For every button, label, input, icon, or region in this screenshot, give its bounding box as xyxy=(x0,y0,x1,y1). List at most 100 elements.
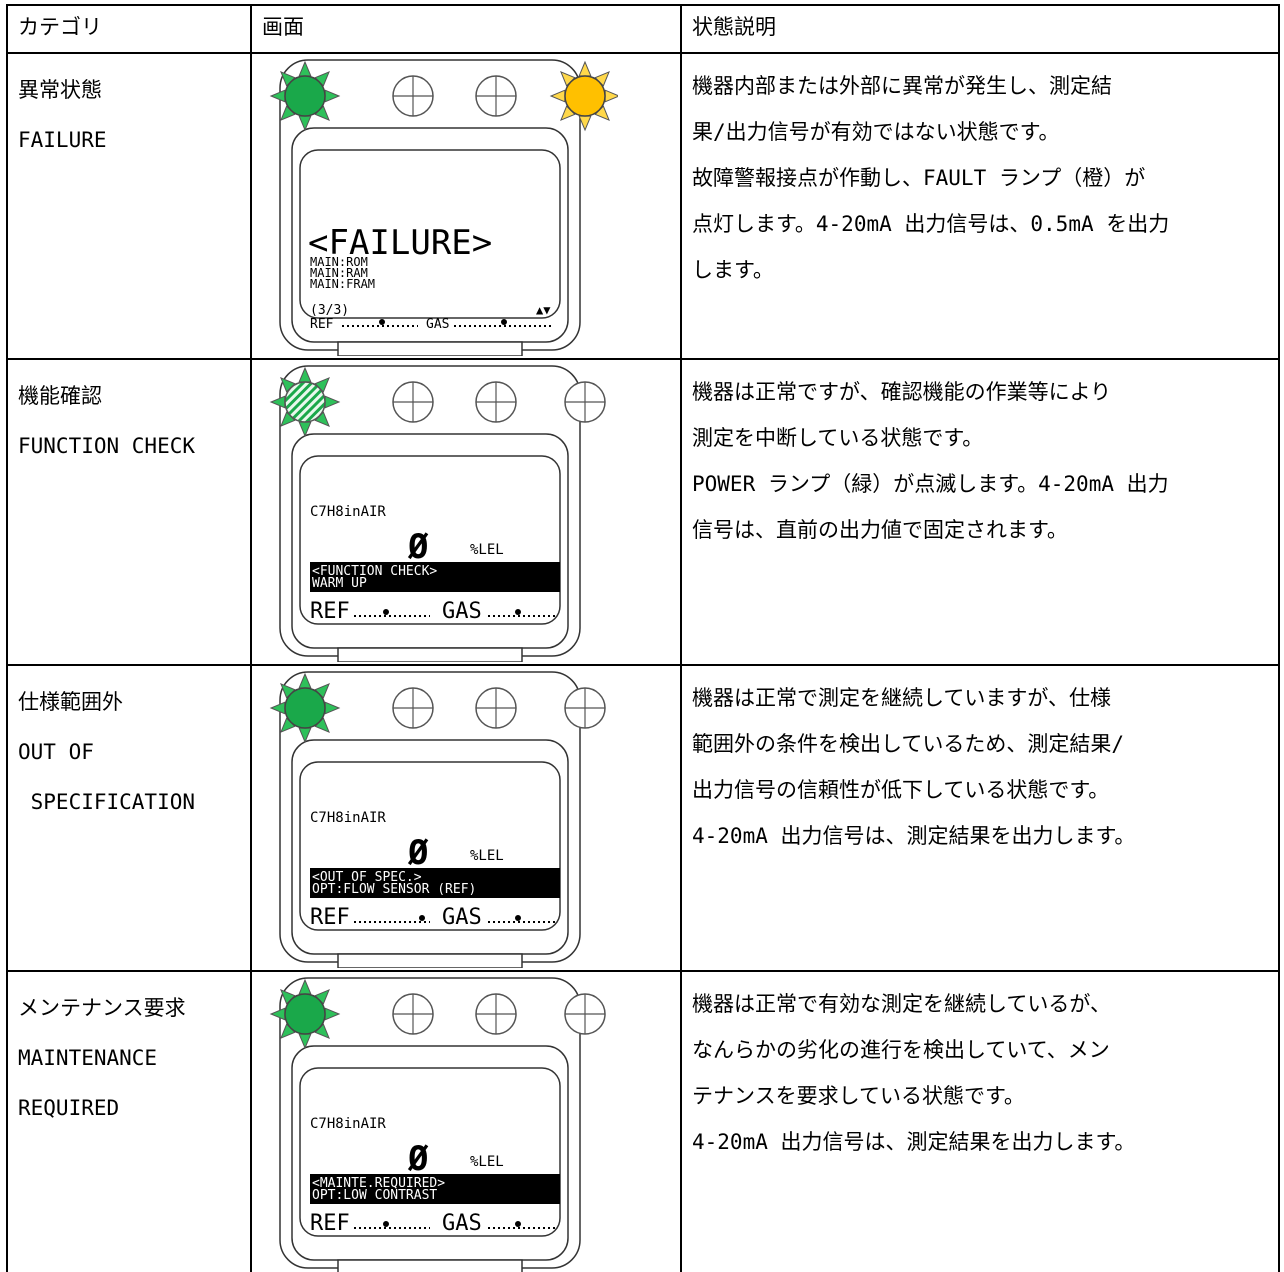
lcd-ref: REF xyxy=(310,599,350,624)
lcd-line: <MAINTE.REQUIRED> xyxy=(312,1176,445,1191)
table-rule xyxy=(680,4,682,1272)
category: REQUIRED xyxy=(18,1096,120,1120)
lcd-unit: %LEL xyxy=(470,542,504,558)
led-ray xyxy=(269,1007,286,1021)
category: OUT OF xyxy=(18,740,94,764)
lcd-gas-name: C7H8inAIR xyxy=(310,810,386,826)
description: 測定を中断している状態です。 xyxy=(692,426,984,450)
led xyxy=(284,687,326,729)
description: 果/出力信号が有効ではない状態です。 xyxy=(692,120,1060,144)
led-ray xyxy=(269,701,286,715)
category: 異常状態 xyxy=(18,78,102,102)
device-foot xyxy=(337,341,523,356)
led xyxy=(284,381,326,423)
device-screen: C7H8inAIR Ø %LEL <FUNCTION CHECK>WARM UP REF… xyxy=(269,365,606,662)
category: 機能確認 xyxy=(18,384,102,408)
table-rule xyxy=(6,52,1280,54)
table-rule xyxy=(6,970,1280,972)
indicator-dot xyxy=(383,609,389,615)
category: メンテナンス要求 xyxy=(18,996,186,1020)
lcd-line: OPT:FLOW SENSOR (REF) xyxy=(312,882,476,897)
description: なんらかの劣化の進行を検出していて、メン xyxy=(692,1038,1110,1062)
lcd-gas: GAS xyxy=(442,905,482,930)
lcd-reading: Ø xyxy=(407,527,429,567)
device-foot xyxy=(337,1259,523,1272)
description: 故障警報接点が作動し、FAULT ランプ（橙）が xyxy=(692,166,1146,190)
lcd-unit: %LEL xyxy=(470,1154,504,1170)
led-ray xyxy=(269,89,286,103)
led-ray xyxy=(578,60,592,77)
lcd-line: MAIN:FRAM xyxy=(310,277,375,291)
lcd-gas: GAS xyxy=(426,317,449,332)
table-rule xyxy=(250,4,252,1272)
lcd-ref: REF xyxy=(310,905,350,930)
lcd-ref: REF xyxy=(310,317,334,332)
table-rule xyxy=(6,664,1280,666)
header-cell: カテゴリ xyxy=(18,15,102,39)
led-ray xyxy=(604,89,618,103)
led xyxy=(284,75,326,117)
led xyxy=(564,75,606,117)
description: 信号は、直前の出力値で固定されます。 xyxy=(692,518,1068,542)
indicator-dot xyxy=(379,319,385,325)
device-screen: C7H8inAIR Ø %LEL <OUT OF SPEC.>OPT:FLOW SEN… xyxy=(269,671,606,968)
header-cell: 画面 xyxy=(262,15,304,39)
lcd-band xyxy=(310,1174,560,1204)
lcd-arrows: ▲▼ xyxy=(536,303,551,317)
lcd-gas: GAS xyxy=(442,1211,482,1236)
category: FAILURE xyxy=(18,128,107,152)
lcd-band xyxy=(310,562,560,592)
indicator-dot xyxy=(383,1221,389,1227)
lcd-line: <OUT OF SPEC.> xyxy=(312,870,422,885)
table-rule xyxy=(6,4,8,1272)
category: MAINTENANCE xyxy=(18,1046,158,1070)
lcd-line: MAIN:RAM xyxy=(310,266,368,280)
category: SPECIFICATION xyxy=(18,790,196,814)
lcd-line: WARM UP xyxy=(312,576,367,591)
header-cell: 状態説明 xyxy=(692,15,776,39)
device-foot xyxy=(337,647,523,662)
lcd-ref: REF xyxy=(310,1211,350,1236)
indicator-dot xyxy=(501,319,507,325)
indicator-dot xyxy=(419,915,425,921)
description: します。 xyxy=(692,258,774,282)
description: POWER ランプ（緑）が点滅します。4-20mA 出力 xyxy=(692,472,1169,496)
table-rule xyxy=(6,358,1280,360)
device-screen: C7H8inAIR Ø %LEL <MAINTE.REQUIRED>OPT:LOW C… xyxy=(269,977,606,1272)
lcd-title: <FAILURE> xyxy=(308,223,492,263)
led xyxy=(284,993,326,1035)
table-rule xyxy=(6,4,1280,6)
description: 4-20mA 出力信号は、測定結果を出力します。 xyxy=(692,824,1136,848)
lcd-gas-name: C7H8inAIR xyxy=(310,504,386,520)
description: 範囲外の条件を検出しているため、測定結果/ xyxy=(692,732,1125,756)
indicator-dot xyxy=(515,1221,521,1227)
description: 機器は正常で測定を継続していますが、仕様 xyxy=(692,686,1111,710)
lcd-band xyxy=(310,868,560,898)
lcd-gas-name: C7H8inAIR xyxy=(310,1116,386,1132)
lcd-line: MAIN:ROM xyxy=(310,255,368,269)
description: 機器は正常ですが、確認機能の作業等により xyxy=(692,380,1112,404)
description: 点灯します。4-20mA 出力信号は、0.5mA を出力 xyxy=(692,212,1170,236)
led-ray xyxy=(269,395,286,409)
lcd-gas: GAS xyxy=(442,599,482,624)
indicator-dot xyxy=(515,915,521,921)
lcd-unit: %LEL xyxy=(470,848,504,864)
description: 4-20mA 出力信号は、測定結果を出力します。 xyxy=(692,1130,1136,1154)
category: FUNCTION CHECK xyxy=(18,434,196,458)
description: 出力信号の信頼性が低下している状態です。 xyxy=(692,778,1110,802)
lcd xyxy=(299,149,561,319)
indicator-dot xyxy=(515,609,521,615)
category: 仕様範囲外 xyxy=(18,690,123,714)
lcd-reading: Ø xyxy=(407,1139,429,1179)
lcd-line: <FUNCTION CHECK> xyxy=(312,564,437,579)
lcd-page: (3/3) xyxy=(310,303,349,318)
lcd-reading: Ø xyxy=(407,833,429,873)
description: 機器内部または外部に異常が発生し、測定結 xyxy=(692,74,1112,98)
description: テナンスを要求している状態です。 xyxy=(692,1084,1025,1108)
table-rule xyxy=(1278,4,1280,1272)
description: 機器は正常で有効な測定を継続しているが、 xyxy=(692,992,1111,1016)
device-foot xyxy=(337,953,523,968)
led-ray xyxy=(578,115,592,132)
